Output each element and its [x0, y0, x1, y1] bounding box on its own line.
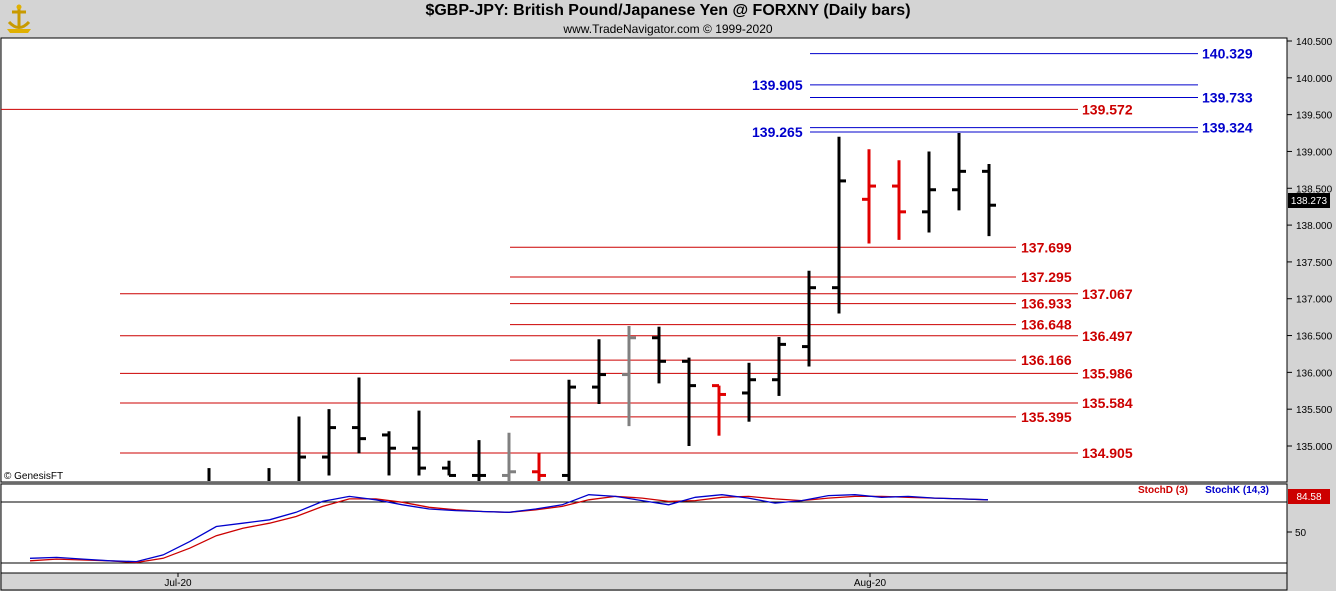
date-labels: Jul-20 Aug-20	[164, 573, 887, 589]
red-level-label: 136.933	[1021, 296, 1072, 312]
red-level-label: 139.572	[1082, 101, 1133, 117]
date-label: Jul-20	[164, 578, 192, 589]
blue-level-label: 139.905	[752, 77, 803, 93]
price-axis: 140.500 140.000 139.500 139.000 138.500 138.0…	[1287, 37, 1333, 453]
chart-header	[0, 0, 1336, 38]
red-level-label: 136.497	[1082, 328, 1133, 344]
stoch-tick-label-50: 50	[1295, 528, 1307, 539]
price-tick-label: 140.500	[1296, 37, 1333, 48]
price-tick-label: 136.500	[1296, 332, 1333, 343]
red-level-label: 135.986	[1082, 365, 1133, 381]
stochk-line	[29, 494, 989, 563]
blue-level-label: 139.733	[1202, 89, 1253, 105]
price-tick-label: 139.000	[1296, 147, 1333, 158]
stochastic-lines	[29, 494, 989, 564]
price-tick-label: 135.500	[1296, 405, 1333, 416]
watermark: © GenesisFT	[4, 471, 63, 482]
red-level-label: 137.295	[1021, 269, 1072, 285]
blue-level-label: 139.324	[1202, 120, 1253, 136]
price-tick-label: 138.000	[1296, 221, 1333, 232]
stochastic-panel	[0, 483, 1288, 574]
stochd-legend: StochD (3)	[1138, 485, 1188, 496]
red-level-label: 135.584	[1082, 395, 1133, 411]
red-level-label: 135.395	[1021, 409, 1072, 425]
current-price-label: 138.273	[1291, 196, 1328, 207]
red-level-label: 137.699	[1021, 239, 1072, 255]
red-level-label: 137.067	[1082, 286, 1133, 302]
stochk-legend: StochK (14,3)	[1205, 485, 1269, 496]
current-price-box	[1288, 193, 1330, 208]
price-tick-label: 137.000	[1296, 295, 1333, 306]
price-panel	[0, 37, 1288, 483]
ship-anchor-logo-icon	[4, 3, 34, 35]
price-tick-label: 139.500	[1296, 111, 1333, 122]
chart-subtitle: www.TradeNavigator.com © 1999-2020	[563, 22, 773, 36]
stoch-value-label: 84.58	[1296, 492, 1321, 503]
blue-level-label: 140.329	[1202, 46, 1253, 62]
red-level-label: 134.905	[1082, 445, 1133, 461]
stoch-value-box	[1288, 489, 1330, 504]
red-level-label: 136.648	[1021, 317, 1072, 333]
red-level-label: 136.166	[1021, 352, 1072, 368]
price-tick-label: 140.000	[1296, 74, 1333, 85]
date-label: Aug-20	[854, 578, 887, 589]
blue-level-label: 139.265	[752, 124, 803, 140]
chart-title: $GBP-JPY: British Pound/Japanese Yen @ F…	[425, 2, 911, 19]
blue-levels: 140.329 139.905 139.733 139.324 139.265	[752, 46, 1253, 140]
price-tick-label: 137.500	[1296, 258, 1333, 269]
price-tick-label: 135.000	[1296, 442, 1333, 453]
date-axis	[0, 572, 1288, 591]
price-tick-label: 138.500	[1296, 184, 1333, 195]
price-tick-label: 136.000	[1296, 368, 1333, 379]
ohlc-bars	[207, 133, 996, 481]
